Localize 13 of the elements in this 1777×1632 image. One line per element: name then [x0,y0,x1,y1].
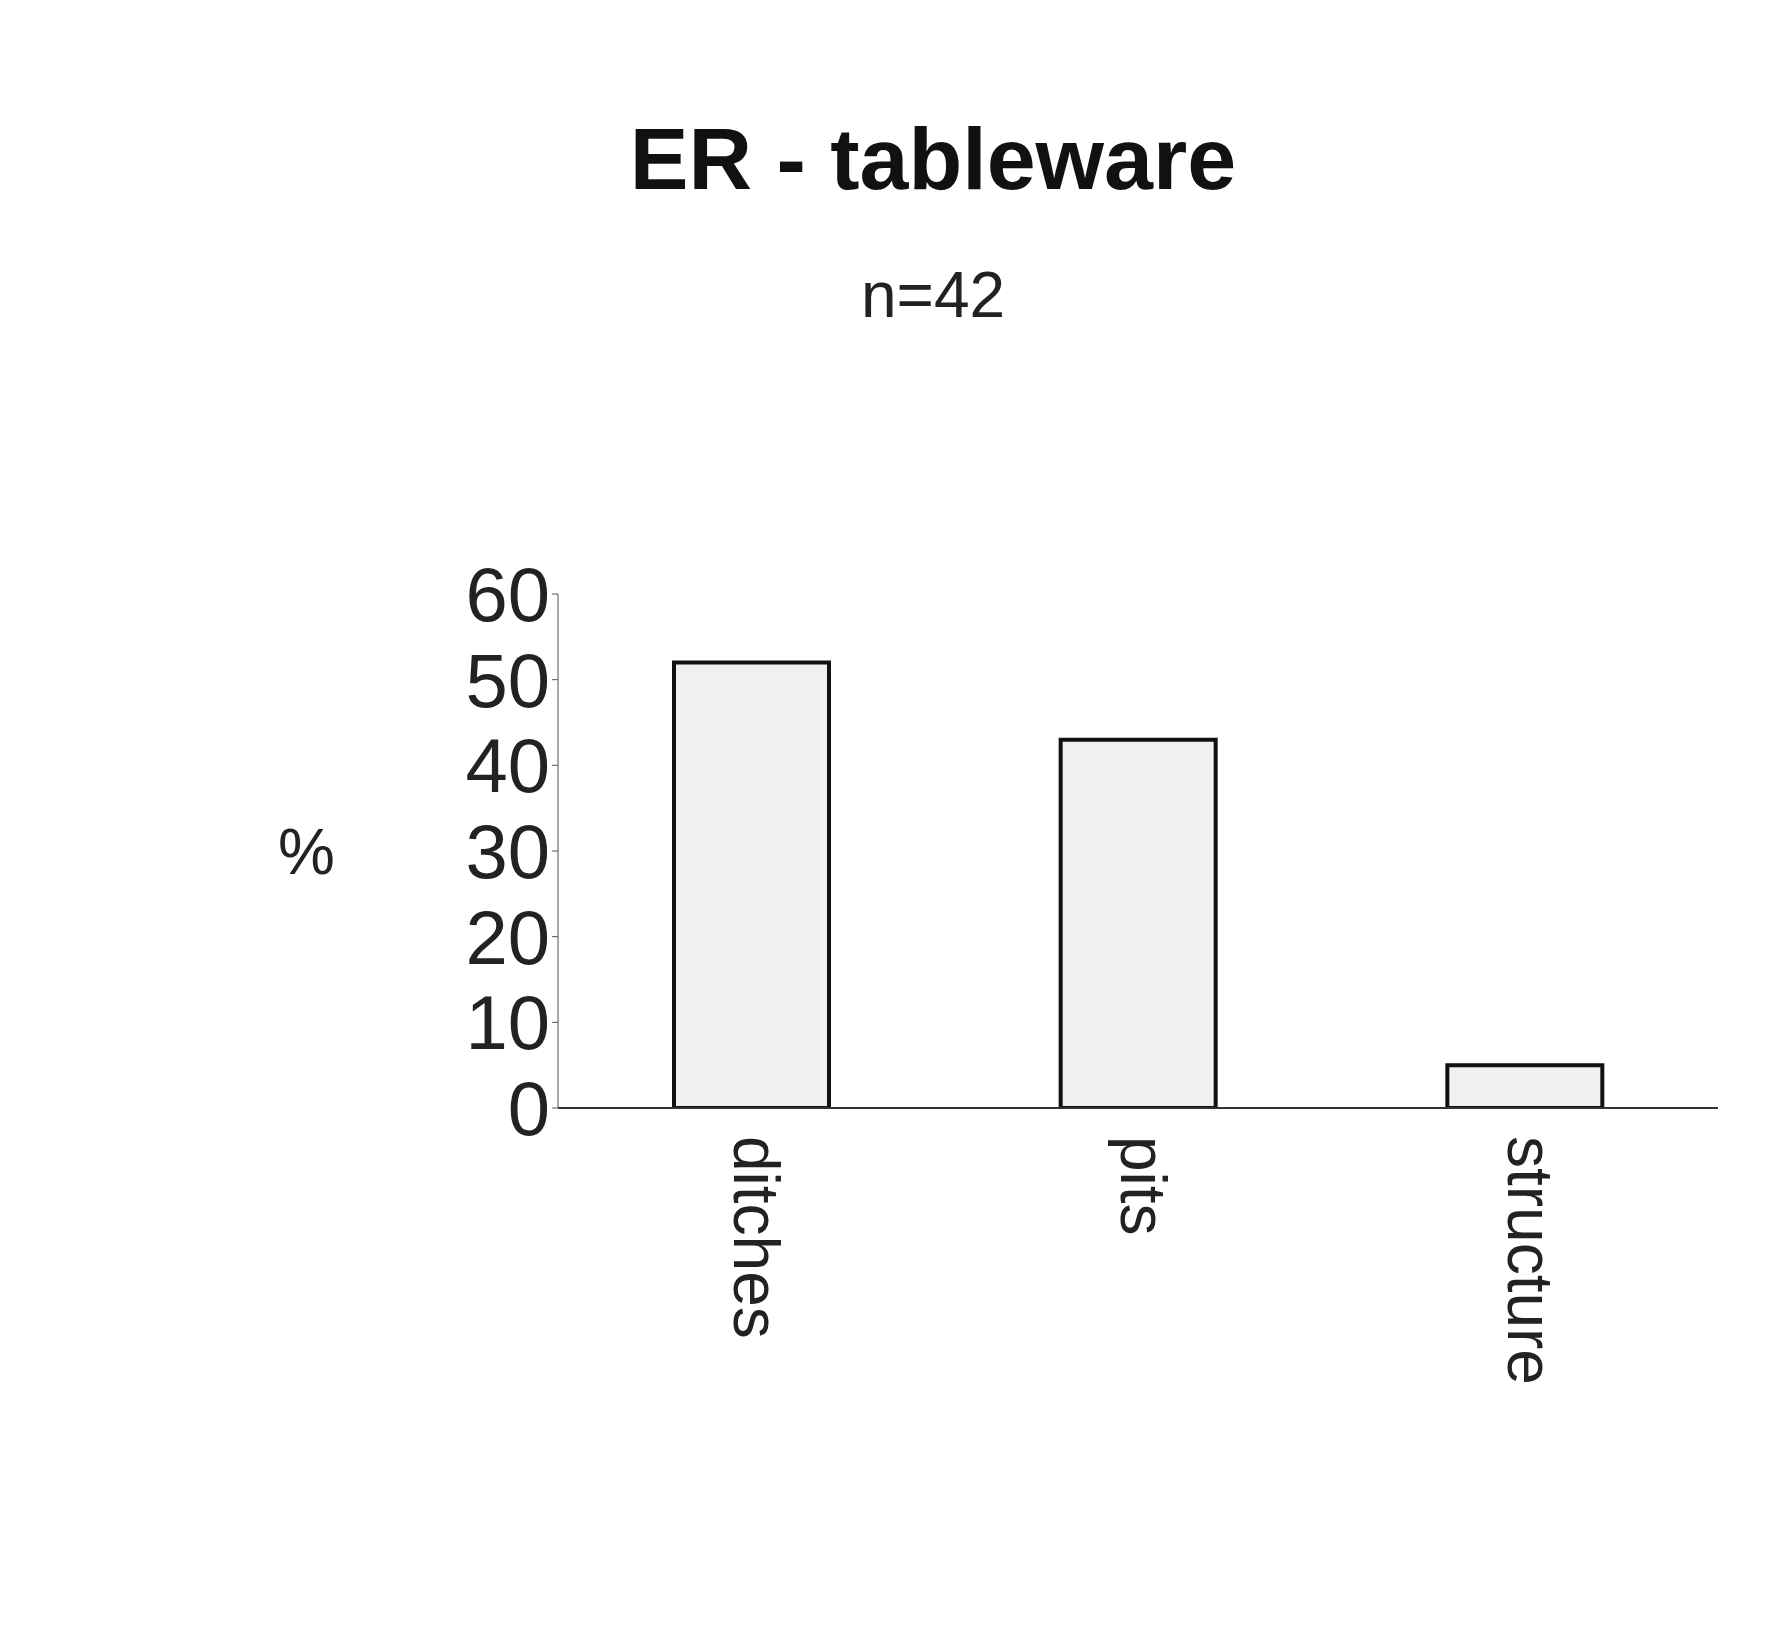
y-tick-label: 0 [507,1065,550,1151]
y-tick-label: 40 [465,723,550,809]
y-tick-label: 30 [465,808,550,894]
chart-title: ER - tableware [628,108,1238,210]
y-tick-label: 20 [465,894,550,980]
x-tick-label: structure [1493,1136,1566,1385]
y-axis-title: % [278,815,335,888]
chart-subtitle: n=42 [859,258,1007,332]
y-tick-label: 60 [465,551,550,637]
y-tick-label: 10 [465,980,550,1066]
x-tick-label: ditches [720,1136,793,1339]
x-tick-label: pits [1107,1136,1180,1236]
y-tick-label: 50 [465,637,550,723]
